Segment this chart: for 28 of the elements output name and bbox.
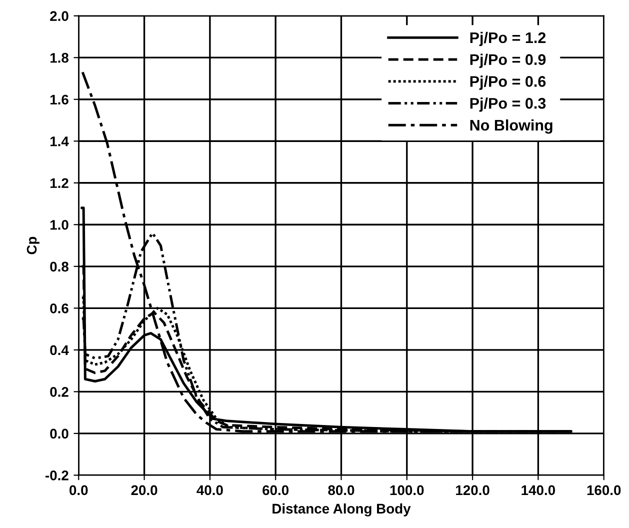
x-axis-title: Distance Along Body <box>272 503 411 516</box>
x-tick-label: 40.0 <box>196 485 223 496</box>
y-axis-title: Cp <box>26 236 40 254</box>
y-tick-label: 0.4 <box>50 345 69 356</box>
legend-label: Pj/Po = 0.3 <box>470 98 546 112</box>
x-tick-label: 80.0 <box>328 485 354 496</box>
x-tick-label: 100.0 <box>390 485 424 496</box>
legend-label: Pj/Po = 1.2 <box>470 32 546 46</box>
y-tick-label: 0.6 <box>50 303 68 314</box>
y-tick-label: 2.0 <box>50 11 68 22</box>
x-tick-label: 120.0 <box>456 485 490 496</box>
y-tick-label: 0.0 <box>50 428 68 439</box>
x-tick-label: 160.0 <box>587 485 621 496</box>
y-tick-label: -0.2 <box>46 470 68 480</box>
y-tick-label: 0.2 <box>50 387 68 397</box>
y-tick-label: 1.8 <box>50 52 68 63</box>
legend-label: No Blowing <box>470 119 552 134</box>
x-tick-label: 60.0 <box>262 485 289 496</box>
x-tick-label: 20.0 <box>131 485 158 496</box>
x-tick-label: 0.0 <box>70 485 88 496</box>
legend-label: Pj/Po = 0.9 <box>470 54 546 68</box>
legend-label: Pj/Po = 0.6 <box>470 76 546 90</box>
y-tick-label: 0.8 <box>50 262 68 272</box>
x-tick-label: 140.0 <box>522 485 555 496</box>
y-tick-label: 1.2 <box>50 178 68 188</box>
y-tick-label: 1.0 <box>50 220 68 230</box>
y-tick-label: 1.6 <box>50 94 68 105</box>
y-tick-label: 1.4 <box>50 136 69 146</box>
